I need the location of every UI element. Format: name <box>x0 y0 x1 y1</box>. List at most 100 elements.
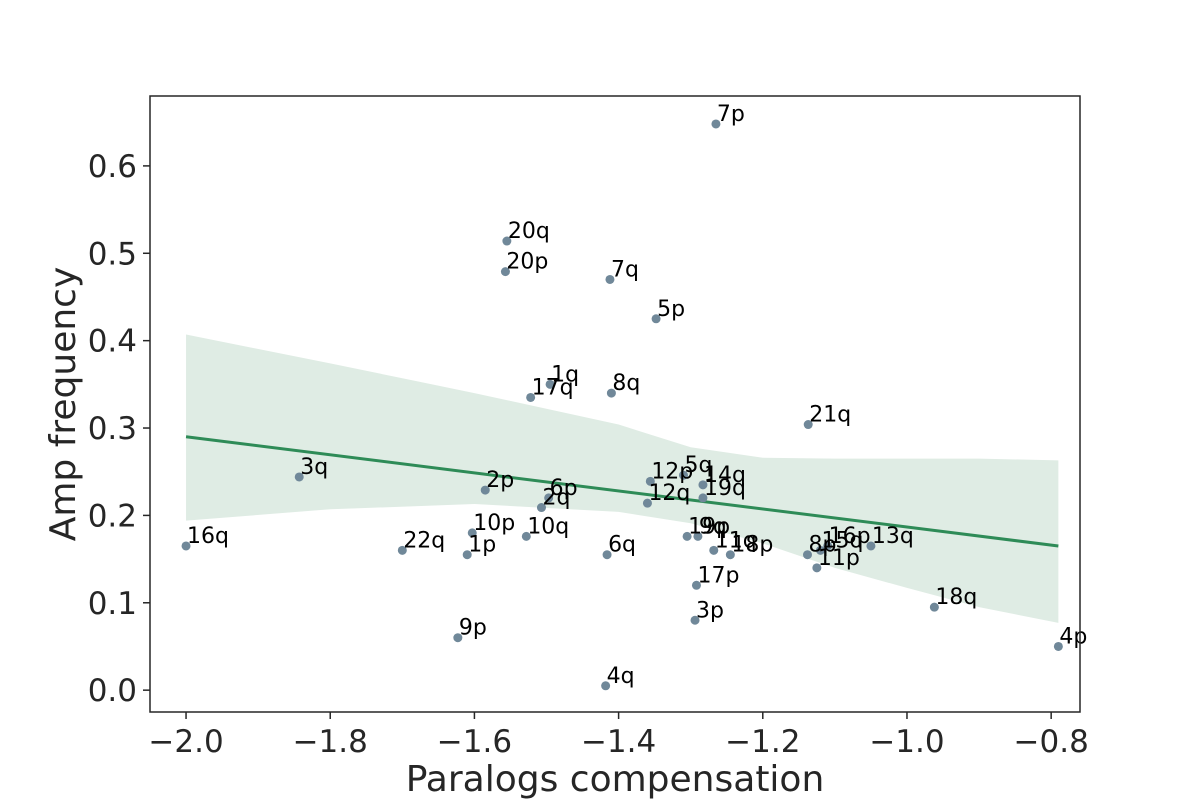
regression-line <box>185 435 1059 548</box>
y-tick-label: 0.1 <box>88 586 137 622</box>
data-point <box>1053 641 1063 651</box>
y-tick-label: 0.0 <box>88 673 137 709</box>
data-point <box>645 476 655 486</box>
point-label: 10p <box>473 511 515 536</box>
point-label: 4p <box>1059 624 1087 649</box>
data-point <box>711 119 721 129</box>
x-tick-label: −1.6 <box>437 724 512 760</box>
data-point <box>642 498 652 508</box>
point-label: 20p <box>506 250 548 275</box>
data-point <box>294 472 304 482</box>
data-point <box>691 580 701 590</box>
point-label: 17p <box>697 563 739 588</box>
data-point <box>725 550 735 560</box>
data-point <box>536 503 546 513</box>
data-point <box>690 615 700 625</box>
point-label: 4q <box>607 664 635 689</box>
point-label: 16p <box>829 524 871 549</box>
data-point <box>545 379 555 389</box>
point-label: 15q <box>821 528 863 553</box>
y-tick-label: 0.4 <box>88 324 137 360</box>
point-label: 7q <box>611 257 639 282</box>
regression-line-layer <box>185 435 1059 548</box>
data-point <box>803 420 813 430</box>
point-label: 9p <box>459 616 487 641</box>
x-tick-label: −1.4 <box>581 724 656 760</box>
point-label: 22q <box>403 528 445 553</box>
point-label: 14q <box>704 463 746 488</box>
point-label: 9q <box>699 514 727 539</box>
point-label: 5p <box>657 297 685 322</box>
point-label: 19p <box>688 514 730 539</box>
point-label: 3p <box>696 598 724 623</box>
point-label: 2q <box>542 486 570 511</box>
point-label: 11p <box>818 546 860 571</box>
x-tick-label: −0.8 <box>1014 724 1089 760</box>
y-tick-label: 0.2 <box>88 498 137 534</box>
data-point <box>521 531 531 541</box>
data-point <box>823 541 833 551</box>
data-point <box>544 493 554 503</box>
data-point <box>467 528 477 538</box>
point-label: 12p <box>651 459 693 484</box>
point-label: 19q <box>704 476 746 501</box>
data-point <box>802 550 812 560</box>
data-point <box>601 681 611 691</box>
data-point <box>480 485 490 495</box>
point-label: 8p <box>808 533 836 558</box>
confidence-band <box>186 334 1059 623</box>
y-tick-label: 0.6 <box>88 149 137 185</box>
data-point <box>181 541 191 551</box>
point-label: 21q <box>809 403 851 428</box>
x-tick-label: −2.0 <box>148 724 223 760</box>
data-point <box>462 550 472 560</box>
point-label: 5q <box>684 453 712 478</box>
point-label: 16q <box>187 524 229 549</box>
point-label: 7p <box>717 102 745 127</box>
plot-frame <box>149 95 1081 713</box>
point-label: 20q <box>508 219 550 244</box>
data-point <box>602 550 612 560</box>
x-tick-label: −1.0 <box>869 724 944 760</box>
point-label: 2p <box>486 468 514 493</box>
x-axis-label: Paralogs compensation <box>406 759 825 800</box>
data-points-layer <box>181 119 1063 691</box>
point-label: 8q <box>612 371 640 396</box>
data-point <box>929 602 939 612</box>
y-tick-label: 0.5 <box>88 236 137 272</box>
point-label: 6p <box>550 476 578 501</box>
data-point <box>605 274 615 284</box>
data-point <box>502 236 512 246</box>
y-tick-label: 0.3 <box>88 411 137 447</box>
data-point <box>500 267 510 277</box>
point-label: 18p <box>731 533 773 558</box>
point-label: 10q <box>527 514 569 539</box>
point-label: 3q <box>300 455 328 480</box>
data-point <box>815 545 825 555</box>
point-label: 12q <box>648 481 690 506</box>
data-point <box>397 545 407 555</box>
data-point <box>526 392 536 402</box>
data-point <box>698 480 708 490</box>
data-point <box>453 633 463 643</box>
confidence-band-layer <box>186 334 1059 623</box>
data-point <box>693 531 703 541</box>
point-label: 6q <box>608 533 636 558</box>
data-point <box>678 470 688 480</box>
point-label: 18q <box>935 585 977 610</box>
point-label: 17q <box>532 375 574 400</box>
x-tick-label: −1.8 <box>293 724 368 760</box>
data-point <box>606 388 616 398</box>
data-point <box>682 531 692 541</box>
point-label: 1p <box>468 533 496 558</box>
data-point <box>709 545 719 555</box>
y-axis-label: Amp frequency <box>43 267 84 542</box>
point-label: 13q <box>872 524 914 549</box>
data-point <box>812 563 822 573</box>
axis-ticks-layer: −2.0 −1.8 −1.6 −1.4 −1.2 −1.0 −0.8 0.0 0.1 0.2 0.3… <box>88 149 1089 760</box>
point-label: 1q <box>551 362 579 387</box>
point-label: 11q <box>715 528 757 553</box>
data-point <box>866 541 876 551</box>
